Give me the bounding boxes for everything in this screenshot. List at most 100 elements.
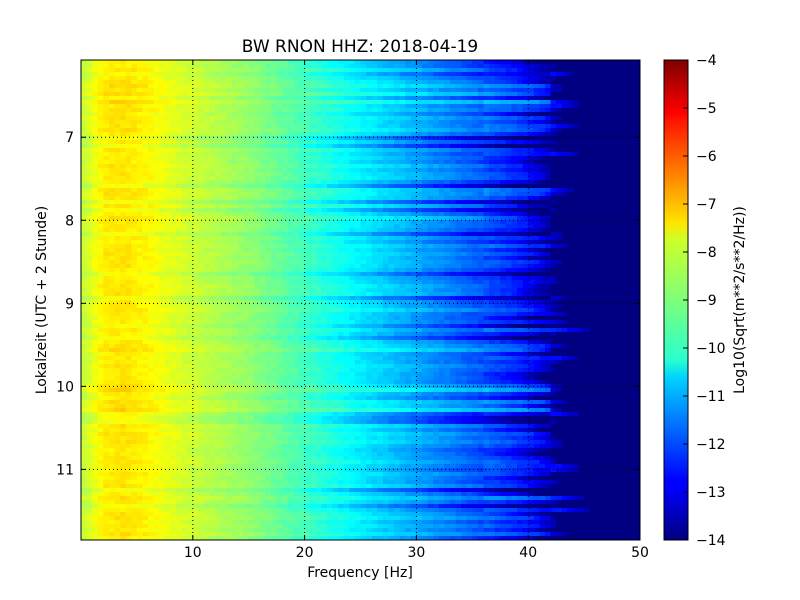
heatmap-cell — [544, 80, 552, 85]
heatmap-cell — [81, 184, 88, 189]
heatmap-cell — [472, 228, 479, 233]
heatmap-cell — [511, 64, 518, 69]
heatmap-cell — [136, 116, 144, 121]
heatmap-cell — [572, 252, 580, 257]
heatmap-cell — [634, 160, 640, 165]
heatmap-cell — [338, 68, 345, 73]
heatmap-cell — [114, 188, 121, 193]
heatmap-cell — [103, 256, 110, 261]
heatmap-cell — [271, 120, 278, 125]
heatmap-cell — [181, 140, 188, 145]
heatmap-cell — [477, 248, 485, 253]
heatmap-cell — [438, 104, 445, 109]
heatmap-cell — [203, 168, 211, 173]
heatmap-cell — [556, 232, 563, 237]
heatmap-cell — [209, 148, 216, 153]
heatmap-cell — [416, 116, 423, 121]
heatmap-cell — [606, 92, 613, 97]
heatmap-cell — [282, 120, 289, 125]
heatmap-cell — [634, 220, 640, 225]
heatmap-cell — [405, 104, 412, 109]
heatmap-cell — [187, 148, 194, 153]
heatmap-cell — [148, 180, 155, 185]
heatmap-cell — [505, 140, 513, 145]
heatmap-cell — [449, 240, 457, 245]
heatmap-cell — [92, 128, 99, 133]
heatmap-cell — [477, 96, 485, 101]
heatmap-cell — [366, 236, 373, 241]
heatmap-cell — [371, 216, 378, 221]
heatmap-cell — [494, 112, 501, 117]
heatmap-cell — [248, 100, 255, 105]
heatmap-cell — [276, 228, 283, 233]
heatmap-cell — [164, 132, 172, 137]
heatmap-cell — [466, 80, 473, 85]
heatmap-cell — [360, 168, 367, 173]
heatmap-cell — [528, 168, 535, 173]
heatmap-cell — [293, 132, 300, 137]
heatmap-cell — [198, 68, 205, 73]
heatmap-cell — [455, 100, 462, 105]
heatmap-cell — [332, 236, 339, 241]
heatmap-cell — [209, 104, 216, 109]
heatmap-cell — [578, 136, 585, 141]
heatmap-cell — [600, 196, 608, 201]
heatmap-cell — [528, 220, 535, 225]
heatmap-cell — [349, 224, 356, 229]
heatmap-cell — [354, 136, 362, 141]
heatmap-cell — [589, 164, 596, 169]
heatmap-cell — [399, 152, 406, 157]
heatmap-cell — [248, 92, 255, 97]
heatmap-cell — [466, 88, 473, 93]
heatmap-cell — [310, 196, 317, 201]
heatmap-cell — [533, 256, 540, 261]
heatmap-cell — [533, 240, 540, 245]
heatmap-cell — [136, 148, 144, 153]
heatmap-cell — [533, 172, 540, 177]
heatmap-cell — [170, 200, 177, 205]
heatmap-cell — [388, 212, 395, 217]
heatmap-cell — [231, 196, 239, 201]
heatmap-cell — [438, 80, 445, 85]
heatmap-cell — [461, 108, 468, 113]
heatmap-cell — [517, 92, 524, 97]
heatmap-cell — [343, 228, 350, 233]
heatmap-cell — [405, 108, 412, 113]
heatmap-cell — [349, 120, 356, 125]
heatmap-cell — [86, 152, 93, 157]
heatmap-cell — [584, 88, 591, 93]
chart-title: BW RNON HHZ: 2018-04-19 — [242, 37, 478, 57]
heatmap-cell — [600, 200, 608, 205]
heatmap-cell — [544, 224, 552, 229]
heatmap-cell — [142, 148, 149, 153]
heatmap-cell — [517, 160, 524, 165]
heatmap-cell — [215, 76, 222, 81]
heatmap-cell — [578, 248, 585, 253]
heatmap-cell — [176, 72, 183, 77]
heatmap-cell — [416, 204, 423, 209]
heatmap-cell — [248, 204, 255, 209]
heatmap-cell — [276, 200, 283, 205]
heatmap-cell — [243, 148, 250, 153]
heatmap-cell — [271, 256, 278, 261]
heatmap-cell — [505, 244, 513, 249]
heatmap-cell — [271, 244, 278, 249]
heatmap-cell — [332, 216, 339, 221]
heatmap-cell — [533, 64, 540, 69]
heatmap-cell — [489, 204, 496, 209]
heatmap-cell — [617, 92, 624, 97]
heatmap-cell — [209, 208, 216, 213]
heatmap-cell — [282, 60, 289, 65]
heatmap-cell — [282, 132, 289, 137]
heatmap-cell — [343, 200, 350, 205]
heatmap-cell — [237, 192, 244, 197]
heatmap-cell — [623, 220, 630, 225]
heatmap-cell — [86, 232, 93, 237]
heatmap-cell — [148, 80, 155, 85]
heatmap-cell — [209, 80, 216, 85]
heatmap-cell — [477, 220, 485, 225]
heatmap-cell — [125, 232, 132, 237]
heatmap-cell — [377, 168, 384, 173]
heatmap-cell — [634, 244, 640, 249]
heatmap-cell — [159, 224, 166, 229]
